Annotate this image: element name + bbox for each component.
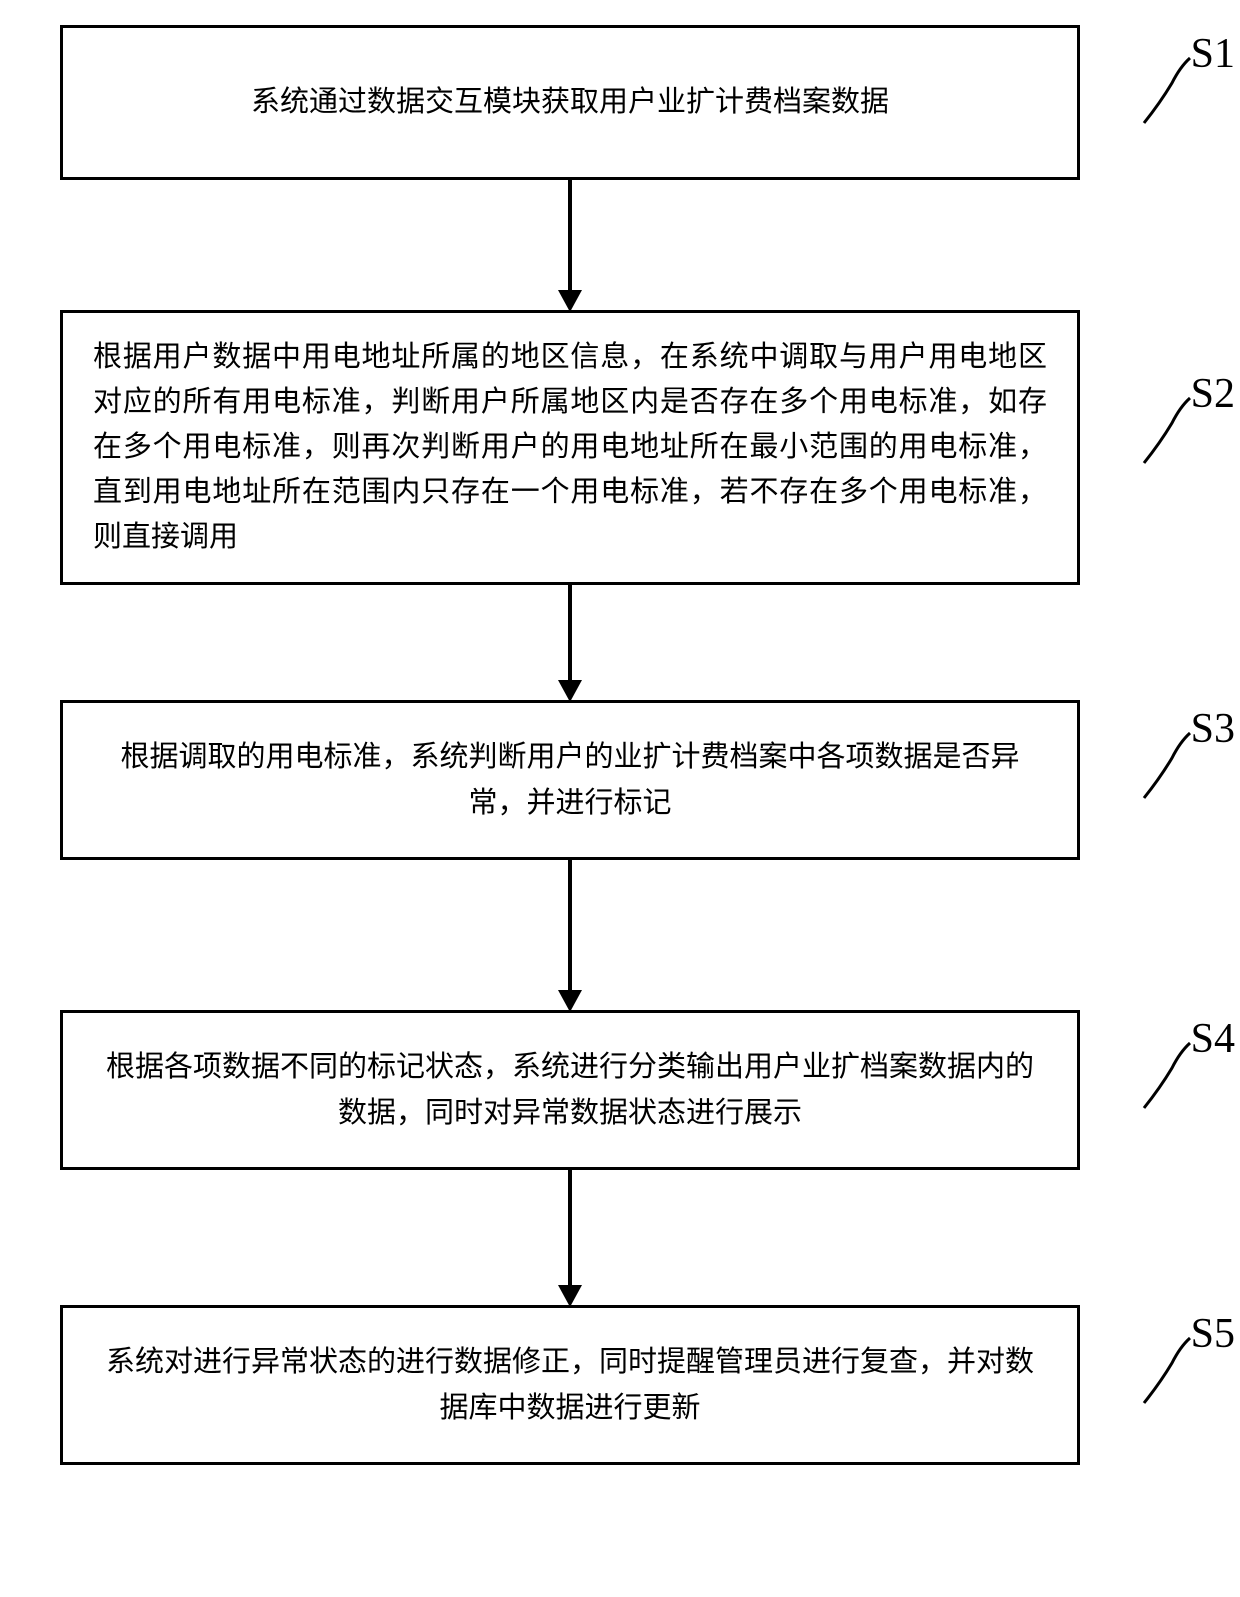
step-s4-label: S4: [1191, 1015, 1235, 1063]
step-s2-label: S2: [1191, 370, 1235, 418]
step-s2-box: 根据用户数据中用电地址所属的地区信息，在系统中调取与用户用电地区对应的所有用电标…: [60, 310, 1080, 585]
step-s5-label: S5: [1191, 1310, 1235, 1358]
curve-s3: [1142, 730, 1192, 800]
step-s3-box: 根据调取的用电标准，系统判断用户的业扩计费档案中各项数据是否异常，并进行标记: [60, 700, 1080, 860]
step-s5-box: 系统对进行异常状态的进行数据修正，同时提醒管理员进行复查，并对数据库中数据进行更…: [60, 1305, 1080, 1465]
step-s3-label: S3: [1191, 705, 1235, 753]
step-s4-text: 根据各项数据不同的标记状态，系统进行分类输出用户业扩档案数据内的数据，同时对异常…: [98, 1044, 1042, 1137]
flowchart-container: 系统通过数据交互模块获取用户业扩计费档案数据 S1 根据用户数据中用电地址所属的…: [60, 25, 1180, 1465]
arrow-4: [60, 1170, 1080, 1305]
step-s1-container: 系统通过数据交互模块获取用户业扩计费档案数据 S1: [60, 25, 1180, 180]
arrow-2: [60, 585, 1080, 700]
step-s3-text: 根据调取的用电标准，系统判断用户的业扩计费档案中各项数据是否异常，并进行标记: [98, 734, 1042, 827]
curve-s5: [1142, 1335, 1192, 1405]
step-s3-container: 根据调取的用电标准，系统判断用户的业扩计费档案中各项数据是否异常，并进行标记 S…: [60, 700, 1180, 860]
step-s5-container: 系统对进行异常状态的进行数据修正，同时提醒管理员进行复查，并对数据库中数据进行更…: [60, 1305, 1180, 1465]
curve-s4: [1142, 1040, 1192, 1110]
step-s2-text: 根据用户数据中用电地址所属的地区信息，在系统中调取与用户用电地区对应的所有用电标…: [93, 335, 1047, 560]
curve-s1: [1142, 55, 1192, 125]
arrow-1: [60, 180, 1080, 310]
step-s4-container: 根据各项数据不同的标记状态，系统进行分类输出用户业扩档案数据内的数据，同时对异常…: [60, 1010, 1180, 1170]
step-s2-container: 根据用户数据中用电地址所属的地区信息，在系统中调取与用户用电地区对应的所有用电标…: [60, 310, 1180, 585]
arrow-3: [60, 860, 1080, 1010]
curve-s2: [1142, 395, 1192, 465]
step-s1-label: S1: [1191, 30, 1235, 78]
step-s5-text: 系统对进行异常状态的进行数据修正，同时提醒管理员进行复查，并对数据库中数据进行更…: [98, 1339, 1042, 1432]
step-s4-box: 根据各项数据不同的标记状态，系统进行分类输出用户业扩档案数据内的数据，同时对异常…: [60, 1010, 1080, 1170]
step-s1-box: 系统通过数据交互模块获取用户业扩计费档案数据: [60, 25, 1080, 180]
step-s1-text: 系统通过数据交互模块获取用户业扩计费档案数据: [98, 79, 1042, 125]
